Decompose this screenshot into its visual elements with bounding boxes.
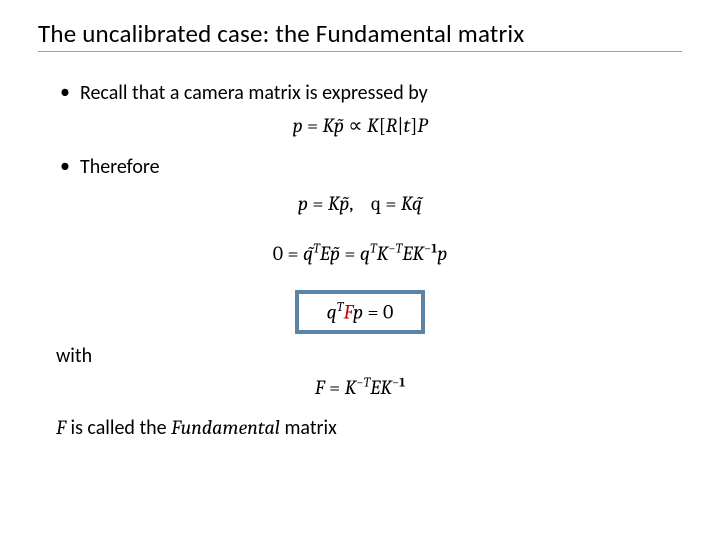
boxed-equation-wrap: qTFp = 0	[38, 290, 682, 334]
equation-F-def: F = K−TEK−1	[38, 374, 682, 402]
slide-container: The uncalibrated case: the Fundamental m…	[0, 0, 720, 540]
boxed-equation: qTFp = 0	[295, 290, 426, 334]
equation-pq-def: p = Kp̃, q = Kq̃	[38, 190, 682, 218]
bullet-dot: •	[60, 154, 70, 178]
equation-camera-matrix: p = Kp̃ ∝ K[R|t]P	[38, 112, 682, 140]
equation-essential-expand: 0 = q̃TEp̃ = qTK−TEK−1p	[38, 240, 682, 268]
bullet-text-2: Therefore	[80, 154, 160, 180]
with-label: with	[56, 344, 682, 368]
fundamental-label: F is called the Fundamental matrix	[56, 416, 682, 440]
bullet-text-1: Recall that a camera matrix is expressed…	[80, 80, 428, 106]
bullet-1: • Recall that a camera matrix is express…	[60, 80, 682, 106]
page-title: The uncalibrated case: the Fundamental m…	[38, 18, 682, 52]
bullet-2: • Therefore	[60, 154, 682, 180]
bullet-dot: •	[60, 80, 70, 104]
